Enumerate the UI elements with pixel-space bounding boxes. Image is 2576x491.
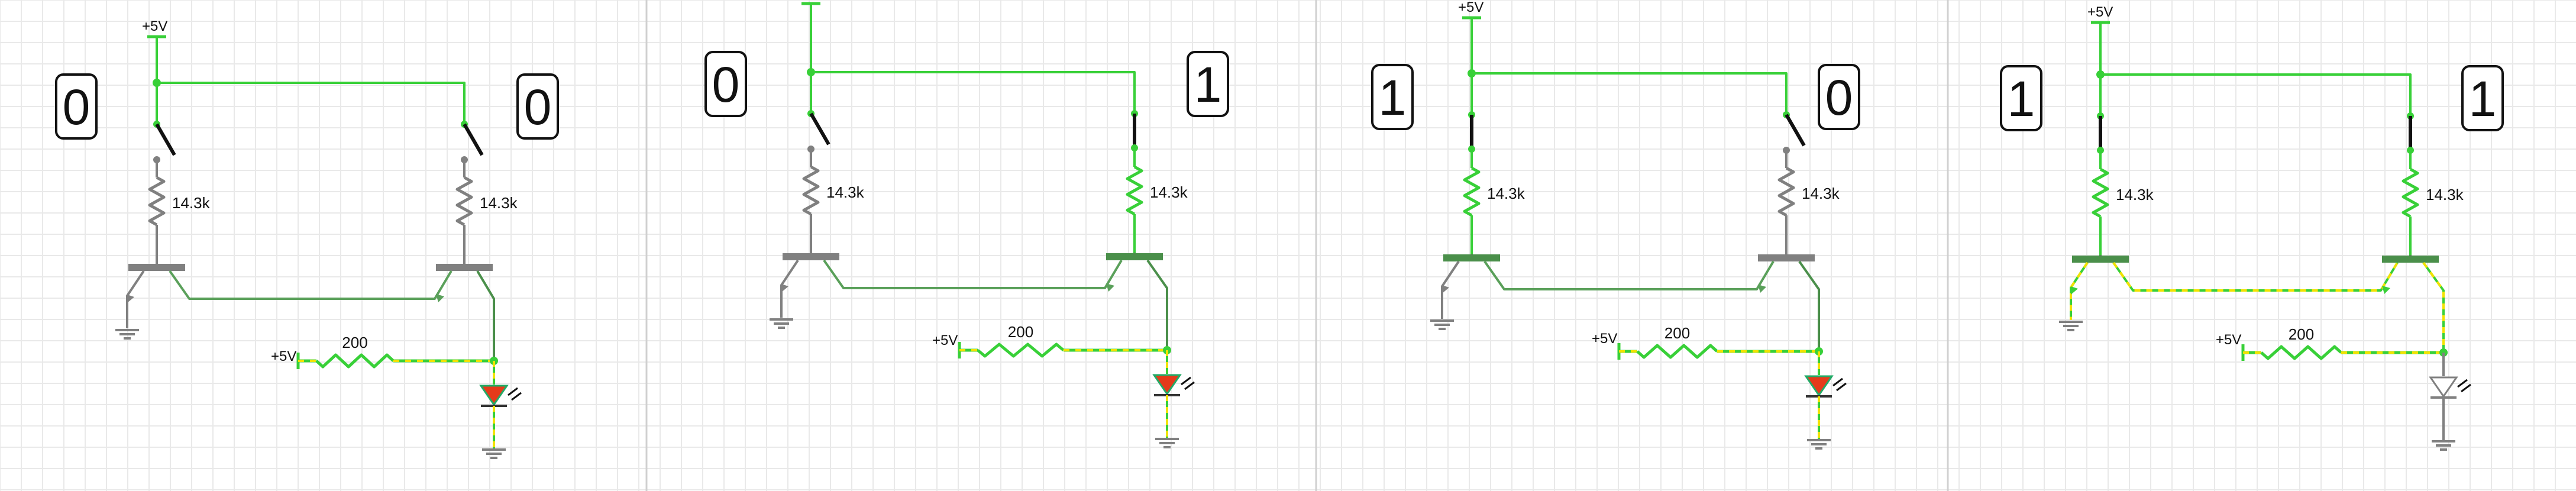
led-light-ray bbox=[2461, 383, 2471, 393]
circuit-panel-2: +5V 14.3k 14.3k +5V 200 0 1 bbox=[704, 0, 1229, 448]
led-light-ray bbox=[1832, 377, 1843, 387]
led-light-ray bbox=[1184, 381, 1195, 390]
switch-a-blade bbox=[155, 123, 176, 156]
series-link-wire bbox=[1483, 260, 1775, 290]
resistor-b bbox=[455, 176, 473, 227]
led-resistor-label: 200 bbox=[1008, 323, 1033, 341]
emitter-a-arrow bbox=[1442, 285, 1449, 293]
collector-b-wire-current bbox=[2422, 261, 2445, 353]
led-diode-icon bbox=[1804, 375, 1834, 397]
input-a-indicator: 1 bbox=[1371, 64, 1414, 130]
resistor-b bbox=[2402, 167, 2419, 218]
input-b-indicator: 0 bbox=[1818, 64, 1860, 130]
led-light-ray bbox=[1836, 382, 1847, 392]
collector-b-wire bbox=[1798, 260, 1820, 351]
led-resistor bbox=[2260, 345, 2342, 360]
emitter-b-arrow bbox=[1106, 283, 1114, 292]
switch-b-blade bbox=[1785, 114, 1806, 147]
led-supply-label: +5V bbox=[932, 332, 958, 348]
led-resistor bbox=[1636, 344, 1718, 359]
led-resistor bbox=[315, 353, 395, 369]
resistor-a-label: 14.3k bbox=[826, 183, 865, 201]
resistor-b-label: 14.3k bbox=[1802, 185, 1840, 202]
led-diode-icon bbox=[479, 385, 509, 406]
input-b-indicator-frame bbox=[1187, 51, 1229, 117]
supply-label: +5V bbox=[142, 18, 167, 34]
input-b-indicator: 1 bbox=[2461, 65, 2504, 131]
resistor-a-label: 14.3k bbox=[1487, 185, 1525, 202]
switch-a-blade bbox=[809, 112, 830, 146]
collector-b-wire bbox=[1146, 259, 1168, 350]
resistor-a-label: 14.3k bbox=[172, 194, 211, 212]
input-a-indicator-value: 0 bbox=[712, 57, 740, 112]
series-link-wire bbox=[169, 270, 453, 300]
transistor-a-emitter-current bbox=[2070, 261, 2089, 320]
input-b-indicator-value: 0 bbox=[524, 79, 552, 135]
led-light-ray bbox=[511, 392, 522, 401]
emitter-a-arrow bbox=[781, 284, 788, 292]
emitter-b-arrow bbox=[2382, 286, 2390, 294]
input-a-indicator: 0 bbox=[704, 51, 747, 117]
series-link-wire-current bbox=[2112, 261, 2399, 292]
circuit-panel-4: +5V 14.3k 14.3k +5V 200 1 1 bbox=[2000, 4, 2504, 451]
input-b-indicator-frame bbox=[516, 73, 559, 140]
supply-label: +5V bbox=[796, 0, 821, 1]
led-resistor-label: 200 bbox=[342, 334, 367, 351]
led-supply-label: +5V bbox=[2216, 332, 2241, 348]
led-supply-label: +5V bbox=[1592, 331, 1617, 347]
emitter-b-arrow bbox=[1758, 285, 1766, 293]
resistor-b-label: 14.3k bbox=[2426, 186, 2464, 203]
led-resistor-label: 200 bbox=[1664, 324, 1690, 342]
input-a-indicator-frame bbox=[2000, 65, 2042, 131]
input-a-indicator-value: 0 bbox=[63, 79, 91, 135]
led-light-ray bbox=[1181, 376, 1191, 386]
led-supply-label: +5V bbox=[271, 348, 296, 364]
resistor-a bbox=[1463, 166, 1481, 217]
input-b-indicator: 1 bbox=[1187, 51, 1229, 117]
input-b-indicator-value: 1 bbox=[1194, 57, 1222, 112]
input-b-indicator-value: 0 bbox=[1825, 70, 1853, 125]
input-a-indicator-frame bbox=[55, 73, 98, 140]
input-a-indicator: 1 bbox=[2000, 65, 2042, 131]
resistor-a-label: 14.3k bbox=[2116, 186, 2154, 203]
resistor-b-label: 14.3k bbox=[480, 194, 518, 212]
switch-b-contact-bottom bbox=[2407, 147, 2414, 154]
emitter-a-arrow bbox=[2071, 286, 2078, 295]
switch-a-contact-bottom bbox=[1468, 146, 1475, 153]
switch-b-contact-bottom bbox=[1131, 144, 1138, 151]
supply-label: +5V bbox=[1458, 0, 1483, 15]
led-diode-icon bbox=[1152, 374, 1182, 396]
led-resistor bbox=[977, 343, 1065, 358]
emitter-a-arrow bbox=[127, 295, 134, 303]
input-b-indicator-value: 1 bbox=[2469, 71, 2497, 127]
supply-label: +5V bbox=[2087, 4, 2113, 20]
input-a-indicator: 0 bbox=[55, 73, 98, 140]
input-b-indicator: 0 bbox=[516, 73, 559, 140]
collector-b-wire bbox=[476, 270, 495, 361]
switch-b-blade bbox=[463, 123, 484, 156]
resistor-a bbox=[802, 165, 820, 216]
input-a-indicator-frame bbox=[704, 51, 747, 117]
resistor-a bbox=[2092, 167, 2109, 218]
input-a-indicator-value: 1 bbox=[2008, 71, 2035, 127]
circuit-panel-3: +5V 14.3k 14.3k +5V 200 1 0 bbox=[1371, 0, 1860, 450]
emitter-b-arrow bbox=[436, 294, 444, 302]
input-a-indicator-frame bbox=[1371, 64, 1414, 130]
resistor-b-label: 14.3k bbox=[1150, 183, 1188, 201]
circuit-panel-1: +5V 14.3k 14.3k +5V 200 0 0 bbox=[55, 18, 559, 459]
resistor-b bbox=[1777, 166, 1795, 217]
led-light-ray bbox=[508, 387, 518, 396]
switch-a-contact-bottom bbox=[2097, 147, 2104, 154]
series-link-wire bbox=[823, 259, 1123, 289]
led-light-ray bbox=[2457, 379, 2468, 388]
input-a-indicator-value: 1 bbox=[1379, 70, 1407, 125]
led-resistor-label: 200 bbox=[2289, 325, 2314, 343]
resistor-a bbox=[148, 176, 166, 227]
led-diode-icon bbox=[2429, 376, 2458, 398]
resistor-b bbox=[1126, 165, 1143, 216]
input-b-indicator-frame bbox=[1818, 64, 1860, 130]
input-b-indicator-frame bbox=[2461, 65, 2504, 131]
